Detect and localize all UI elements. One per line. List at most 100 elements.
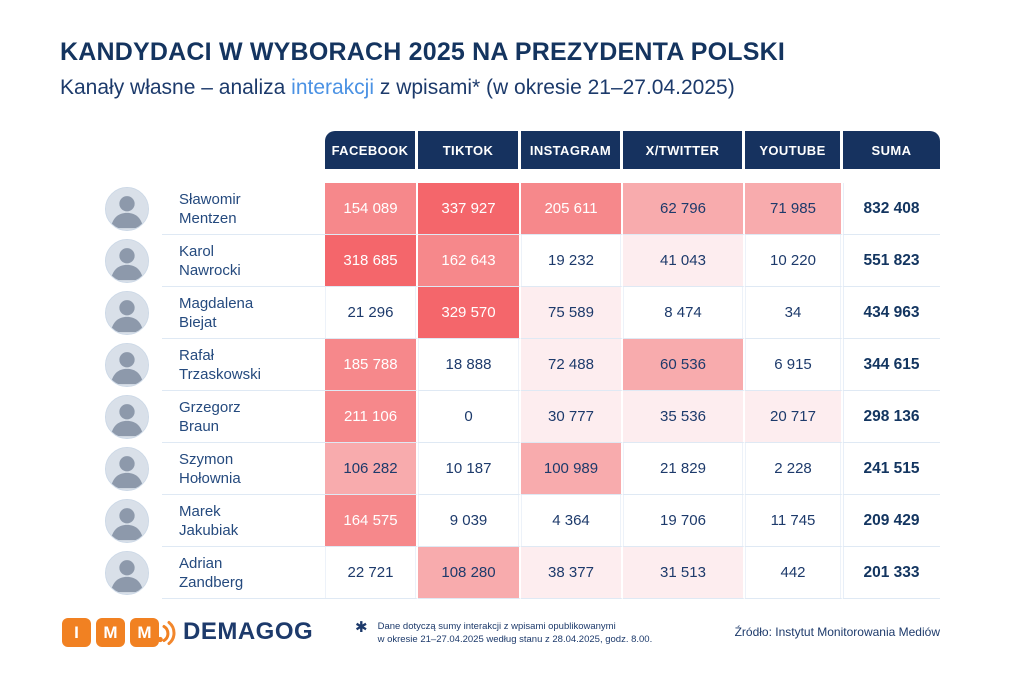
value-cell-youtube: 11 745 <box>745 495 843 547</box>
candidate-avatar <box>105 447 149 491</box>
value-cell-tiktok: 9 039 <box>418 495 521 547</box>
person-silhouette-icon <box>106 292 148 334</box>
column-header-suma: SUMA <box>843 131 940 169</box>
value-cell-instagram: 4 364 <box>521 495 623 547</box>
candidate-name: Magdalena Biejat <box>179 295 254 331</box>
person-silhouette-icon <box>106 552 148 594</box>
sum-cell: 832 408 <box>843 183 940 235</box>
value-cell-youtube: 10 220 <box>745 235 843 287</box>
candidate-cell: Marek Jakubiak <box>100 495 325 547</box>
value-cell-instagram: 205 611 <box>521 183 623 235</box>
column-header-instagram: INSTAGRAM <box>521 131 623 169</box>
candidate-cell: Grzegorz Braun <box>100 391 325 443</box>
value-cell-facebook: 185 788 <box>325 339 418 391</box>
sum-cell: 298 136 <box>843 391 940 443</box>
candidate-name: Grzegorz Braun <box>179 399 241 435</box>
value-cell-tiktok: 329 570 <box>418 287 521 339</box>
column-header-tiktok: TIKTOK <box>418 131 521 169</box>
sum-cell: 434 963 <box>843 287 940 339</box>
value-cell-x-twitter: 60 536 <box>623 339 745 391</box>
candidate-avatar <box>105 187 149 231</box>
value-cell-instagram: 19 232 <box>521 235 623 287</box>
sum-cell: 201 333 <box>843 547 940 599</box>
interactions-table: FACEBOOK TIKTOK INSTAGRAM X/TWITTER YOUTUBE S… <box>100 131 940 599</box>
table-grid: FACEBOOK TIKTOK INSTAGRAM X/TWITTER YOUTUBE S… <box>100 131 940 599</box>
candidate-avatar <box>105 499 149 543</box>
candidate-avatar <box>105 395 149 439</box>
candidate-avatar <box>105 551 149 595</box>
value-cell-youtube: 2 228 <box>745 443 843 495</box>
footnote-line2: w okresie 21–27.04.2025 według stanu z 2… <box>377 634 653 645</box>
header-spacer <box>100 131 325 169</box>
sum-cell: 241 515 <box>843 443 940 495</box>
footnote: ✱ Dane dotyczą sumy interakcji z wpisami… <box>355 620 652 646</box>
value-cell-youtube: 6 915 <box>745 339 843 391</box>
value-cell-tiktok: 108 280 <box>418 547 521 599</box>
candidate-name: Adrian Zandberg <box>179 555 244 591</box>
footnote-line1: Dane dotyczą sumy interakcji z wpisami o… <box>377 621 616 632</box>
candidate-avatar <box>105 291 149 335</box>
candidate-cell: Rafał Trzaskowski <box>100 339 325 391</box>
value-cell-youtube: 71 985 <box>745 183 843 235</box>
candidate-name: Rafał Trzaskowski <box>179 347 261 383</box>
value-cell-instagram: 30 777 <box>521 391 623 443</box>
person-silhouette-icon <box>106 188 148 230</box>
candidate-avatar <box>105 343 149 387</box>
value-cell-x-twitter: 21 829 <box>623 443 745 495</box>
value-cell-x-twitter: 8 474 <box>623 287 745 339</box>
candidate-name: Sławomir Mentzen <box>179 191 241 227</box>
value-cell-instagram: 100 989 <box>521 443 623 495</box>
candidate-cell: Sławomir Mentzen <box>100 183 325 235</box>
value-cell-youtube: 20 717 <box>745 391 843 443</box>
value-cell-youtube: 34 <box>745 287 843 339</box>
footnote-text: Dane dotyczą sumy interakcji z wpisami o… <box>378 620 653 646</box>
demagog-wordmark: DEMAGOG <box>183 618 314 645</box>
sum-cell: 551 823 <box>843 235 940 287</box>
value-cell-x-twitter: 31 513 <box>623 547 745 599</box>
sum-cell: 344 615 <box>843 339 940 391</box>
value-cell-tiktok: 337 927 <box>418 183 521 235</box>
candidate-cell: Karol Nawrocki <box>100 235 325 287</box>
value-cell-instagram: 72 488 <box>521 339 623 391</box>
person-silhouette-icon <box>106 448 148 490</box>
value-cell-instagram: 75 589 <box>521 287 623 339</box>
imm-logo-letter: M <box>96 618 125 647</box>
candidate-cell: Szymon Hołownia <box>100 443 325 495</box>
subtitle-highlight: interakcji <box>291 76 375 99</box>
imm-logo-letter: I <box>62 618 91 647</box>
subtitle-post: z wpisami* (w okresie 21–27.04.2025) <box>374 76 735 99</box>
column-header-x-twitter: X/TWITTER <box>623 131 745 169</box>
person-silhouette-icon <box>106 500 148 542</box>
subtitle-pre: Kanały własne – analiza <box>60 76 292 99</box>
column-header-facebook: FACEBOOK <box>325 131 418 169</box>
value-cell-x-twitter: 41 043 <box>623 235 745 287</box>
value-cell-facebook: 106 282 <box>325 443 418 495</box>
candidate-name: Marek Jakubiak <box>179 503 239 539</box>
value-cell-youtube: 442 <box>745 547 843 599</box>
value-cell-tiktok: 18 888 <box>418 339 521 391</box>
column-header-youtube: YOUTUBE <box>745 131 843 169</box>
candidate-avatar <box>105 239 149 283</box>
page-subtitle: Kanały własne – analiza interakcji z wpi… <box>60 76 735 100</box>
value-cell-facebook: 21 296 <box>325 287 418 339</box>
value-cell-facebook: 22 721 <box>325 547 418 599</box>
footnote-asterisk: ✱ <box>355 619 368 636</box>
value-cell-facebook: 164 575 <box>325 495 418 547</box>
demagog-wave-icon <box>157 621 176 645</box>
candidate-name: Karol Nawrocki <box>179 243 241 279</box>
person-silhouette-icon <box>106 396 148 438</box>
value-cell-x-twitter: 19 706 <box>623 495 745 547</box>
page-title: KANDYDACI W WYBORACH 2025 NA PREZYDENTA … <box>60 38 785 66</box>
value-cell-facebook: 211 106 <box>325 391 418 443</box>
value-cell-tiktok: 10 187 <box>418 443 521 495</box>
value-cell-tiktok: 162 643 <box>418 235 521 287</box>
candidate-name: Szymon Hołownia <box>179 451 241 487</box>
person-silhouette-icon <box>106 344 148 386</box>
person-silhouette-icon <box>106 240 148 282</box>
value-cell-x-twitter: 62 796 <box>623 183 745 235</box>
imm-logo-letter: M <box>130 618 159 647</box>
value-cell-facebook: 318 685 <box>325 235 418 287</box>
value-cell-x-twitter: 35 536 <box>623 391 745 443</box>
